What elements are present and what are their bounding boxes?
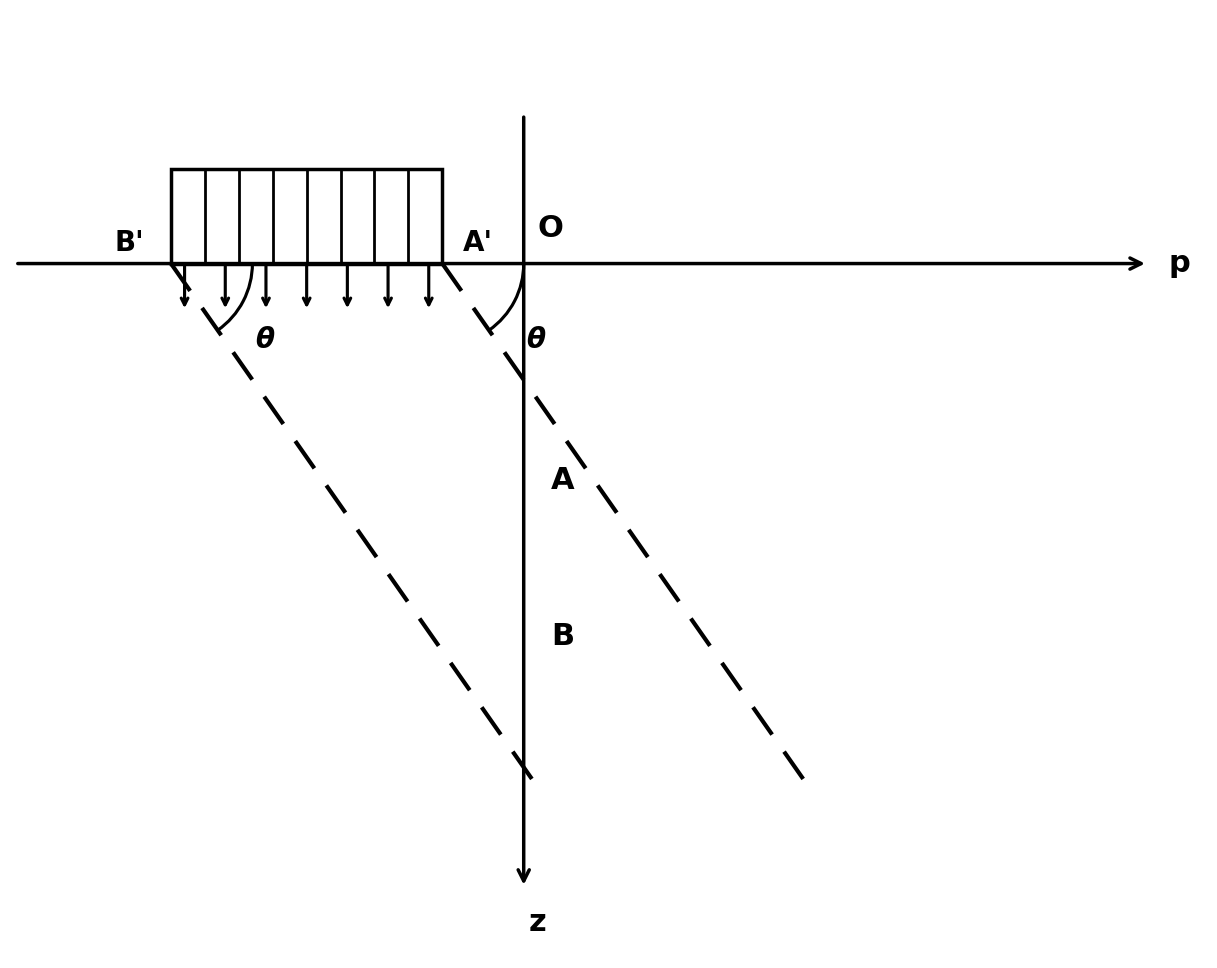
Bar	[172, 168, 442, 263]
Text: A': A'	[462, 228, 493, 257]
Text: O: O	[537, 214, 563, 243]
Text: B: B	[551, 622, 574, 651]
Text: z: z	[528, 908, 546, 937]
Text: p: p	[1168, 249, 1190, 278]
Text: θ: θ	[256, 325, 274, 353]
Text: A: A	[551, 467, 574, 495]
Text: B': B'	[114, 228, 144, 257]
Text: θ: θ	[527, 325, 545, 353]
